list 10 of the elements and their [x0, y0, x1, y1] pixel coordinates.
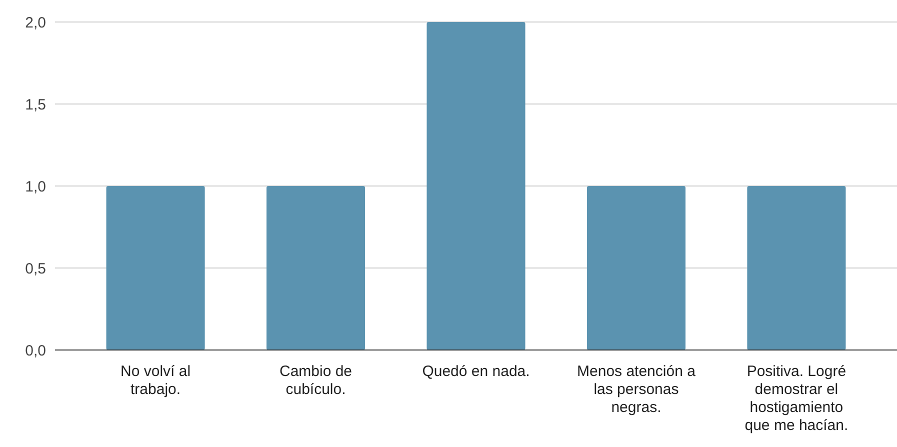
- x-tick-label: Positiva. Logré demostrar el hostigamiento que me hacían.: [744, 363, 848, 434]
- x-tick-label: Quedó en nada.: [422, 363, 530, 380]
- x-tick-label: No volví al trabajo.: [120, 363, 191, 398]
- y-tick-label: 1,0: [25, 178, 46, 196]
- y-tick-label: 0,0: [25, 342, 46, 360]
- x-tick-label: Menos atención a las personas negras.: [577, 363, 696, 416]
- y-tick-label: 1,5: [25, 96, 46, 114]
- x-tick-label: Cambio de cubículo.: [280, 363, 352, 398]
- y-tick-label: 2,0: [25, 14, 46, 32]
- y-tick-label: 0,5: [25, 260, 46, 278]
